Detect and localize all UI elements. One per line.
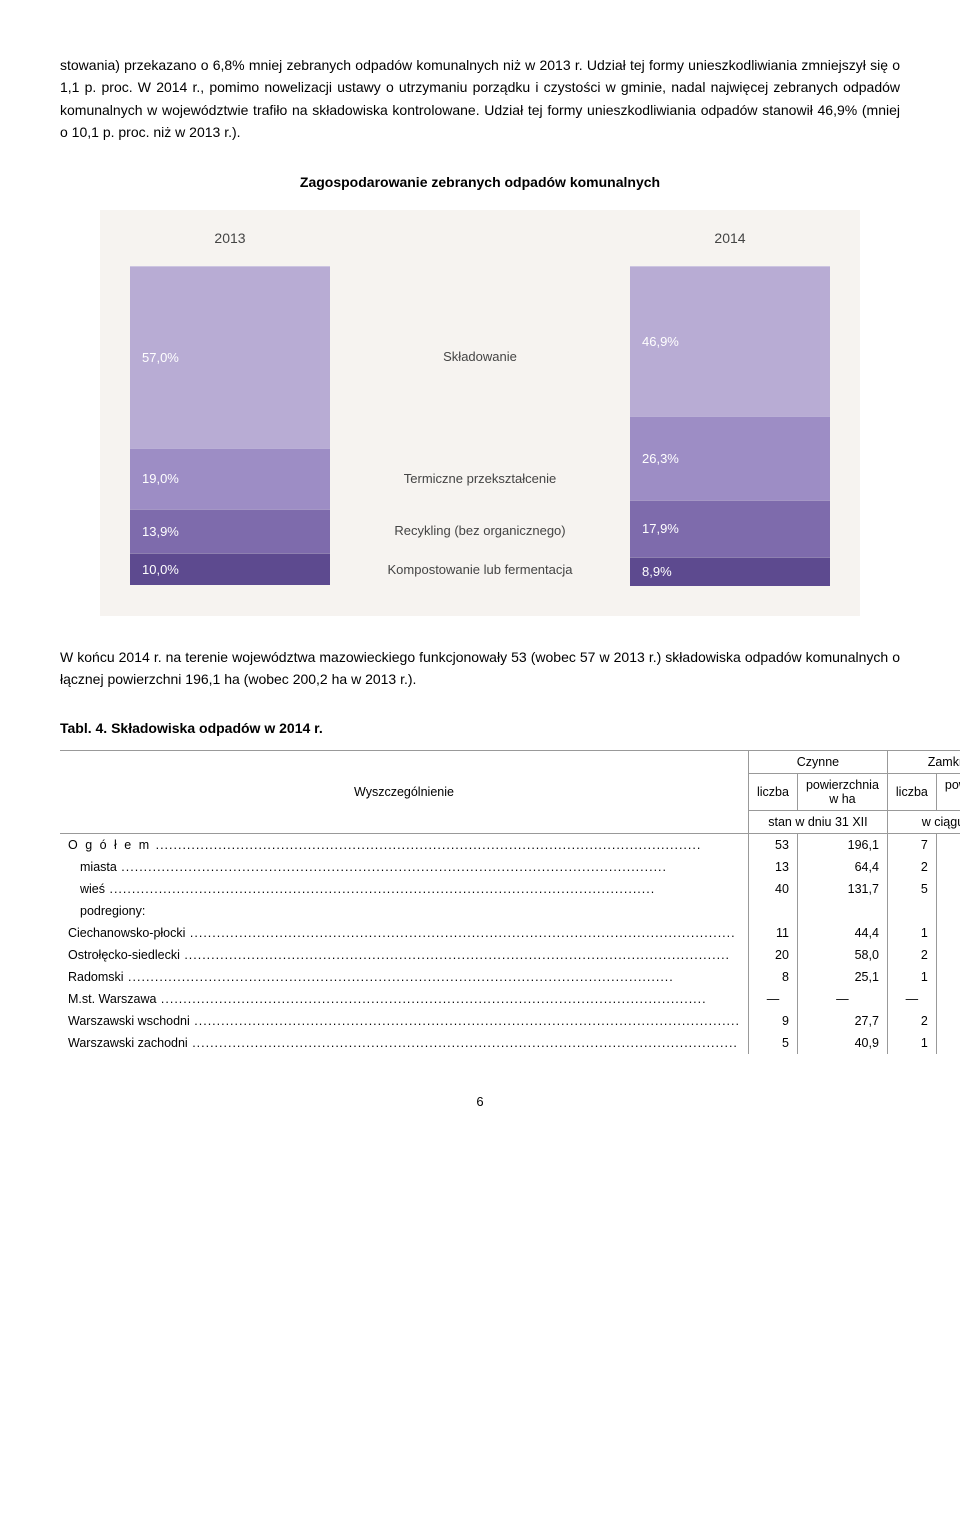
th-stan: stan w dniu 31 XII — [748, 811, 887, 834]
chart-segment-skladowanie: 57,0% — [130, 266, 330, 448]
chart-title: Zagospodarowanie zebranych odpadów komun… — [60, 174, 900, 190]
table-row: Ciechanowsko-płocki1144,412,9 — [60, 922, 960, 944]
table-row: M.st. Warszawa———— — [60, 988, 960, 1010]
th-czynne: Czynne — [748, 751, 887, 774]
chart-label-kompost: Kompostowanie lub fermentacja — [330, 553, 630, 585]
chart-label-termiczne: Termiczne przekształcenie — [330, 448, 630, 509]
chart-label-column: SkładowanieTermiczne przekształcenieRecy… — [330, 266, 630, 586]
table-row: podregiony: — [60, 900, 960, 922]
table-row: miasta1364,423,6 — [60, 856, 960, 878]
th-zamkniete: Zamknięte — [887, 751, 960, 774]
chart-segment-skladowanie: 46,9% — [630, 266, 830, 416]
table-row: Warszawski zachodni540,911,8 — [60, 1032, 960, 1054]
table-row: wieś40131,757,3 — [60, 878, 960, 900]
th-wyszczegolnienie: Wyszczególnienie — [60, 751, 748, 834]
landfill-table: Wyszczególnienie Czynne Zamknięte liczba… — [60, 750, 960, 1054]
table-title: Tabl. 4. Składowiska odpadów w 2014 r. — [60, 720, 900, 736]
chart-segment-termiczne: 19,0% — [130, 448, 330, 509]
paragraph-1: stowania) przekazano o 6,8% mniej zebran… — [60, 54, 900, 144]
paragraph-2: W końcu 2014 r. na terenie województwa m… — [60, 646, 900, 691]
chart-segment-kompost: 10,0% — [130, 553, 330, 585]
table-row: Radomski825,111,6 — [60, 966, 960, 988]
table-row: O g ó ł e m53196,1710,9 — [60, 834, 960, 857]
table-row: Warszawski wschodni927,721,0 — [60, 1010, 960, 1032]
chart-bar-2013: 57,0%19,0%13,9%10,0% — [130, 266, 330, 586]
th-liczba-2: liczba — [887, 774, 936, 811]
chart-segment-recykling: 13,9% — [130, 509, 330, 553]
waste-chart: 2013 2014 57,0%19,0%13,9%10,0% Składowan… — [100, 210, 860, 616]
th-liczba-1: liczba — [748, 774, 797, 811]
table-row: Ostrołęcko-siedlecki2058,023,6 — [60, 944, 960, 966]
chart-segment-termiczne: 26,3% — [630, 416, 830, 500]
chart-label-skladowanie: Składowanie — [330, 266, 630, 448]
page-number: 6 — [60, 1094, 900, 1109]
th-wciagu: w ciągu roku — [887, 811, 960, 834]
chart-year-2013: 2013 — [130, 230, 330, 246]
th-pow-2: powierzchnia w ha — [936, 774, 960, 811]
th-pow-1: powierzchnia w ha — [797, 774, 887, 811]
chart-segment-kompost: 8,9% — [630, 557, 830, 585]
chart-label-recykling: Recykling (bez organicznego) — [330, 509, 630, 553]
chart-segment-recykling: 17,9% — [630, 500, 830, 557]
chart-bar-2014: 46,9%26,3%17,9%8,9% — [630, 266, 830, 586]
chart-year-2014: 2014 — [630, 230, 830, 246]
